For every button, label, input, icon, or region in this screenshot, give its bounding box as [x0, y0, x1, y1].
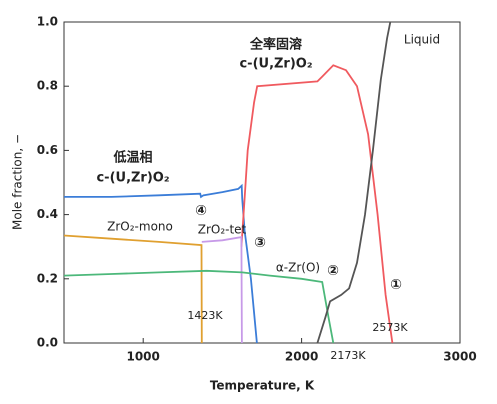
phase-line: [64, 183, 258, 344]
y-tick-label: 0.0: [37, 336, 58, 350]
annotation: ③: [254, 235, 266, 251]
x-tick-label: 2000: [285, 350, 318, 364]
phase-line: [63, 234, 203, 344]
annotation: 2173K: [330, 349, 366, 362]
x-tick-label: 3000: [443, 350, 476, 364]
x-axis-label: Temperature, K: [210, 379, 315, 393]
annotation: 全率固溶: [249, 37, 302, 53]
y-tick-label: 0.6: [37, 143, 58, 157]
phase-line: [240, 64, 394, 344]
annotation: c-(U,Zr)O₂: [239, 57, 312, 72]
annotation: ZrO₂-mono: [107, 220, 173, 234]
annotation: ZrO₂-tet: [198, 223, 247, 237]
annotation: ②: [327, 263, 339, 279]
phase-line: [201, 236, 243, 344]
y-tick-label: 0.4: [37, 207, 58, 221]
phase-line: [63, 269, 335, 344]
phase-line: [316, 21, 392, 344]
annotation: 低温相: [112, 150, 152, 166]
annotation: 2573K: [372, 321, 408, 334]
y-tick-label: 0.2: [37, 271, 58, 285]
y-axis-label: Mole fraction, −: [11, 134, 25, 230]
annotation: ①: [390, 277, 402, 293]
annotation: c-(U,Zr)O₂: [96, 171, 169, 186]
annotation: ④: [195, 203, 207, 219]
y-tick-label: 0.8: [37, 79, 58, 93]
annotation: α-Zr(O): [276, 261, 320, 275]
x-tick-label: 1000: [126, 350, 159, 364]
annotation: Liquid: [404, 33, 440, 47]
y-tick-label: 1.0: [37, 15, 58, 29]
annotation: 1423K: [187, 309, 223, 322]
plot-frame: [63, 21, 461, 344]
